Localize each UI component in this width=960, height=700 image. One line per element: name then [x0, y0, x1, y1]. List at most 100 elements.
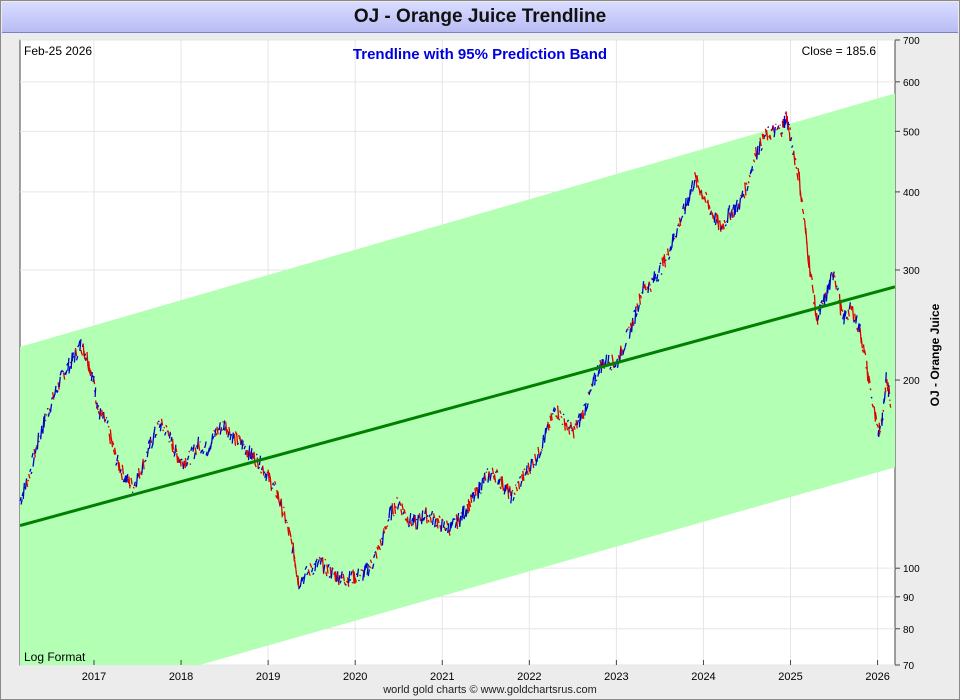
- price-segment: [317, 559, 320, 564]
- price-segment: [352, 569, 355, 584]
- price-segment: [787, 125, 790, 132]
- price-segment: [403, 509, 406, 514]
- price-segment: [245, 451, 249, 458]
- price-segment: [722, 223, 725, 230]
- price-segment: [170, 436, 173, 442]
- price-segment: [513, 492, 516, 496]
- price-segment: [799, 190, 803, 203]
- price-segment: [255, 453, 258, 456]
- price-segment: [193, 452, 196, 460]
- price-segment: [111, 441, 115, 446]
- price-segment: [592, 372, 596, 381]
- price-segment: [34, 447, 37, 454]
- price-segment: [583, 403, 586, 407]
- price-segment: [812, 301, 816, 305]
- price-segment: [171, 438, 174, 450]
- price-segment: [526, 470, 529, 476]
- price-segment: [205, 451, 208, 456]
- price-segment: [19, 496, 22, 502]
- price-segment: [311, 567, 314, 573]
- price-segment: [117, 460, 120, 471]
- price-segment: [185, 462, 189, 467]
- price-segment: [289, 531, 292, 538]
- price-segment: [682, 203, 685, 210]
- y-tick-label: 90: [903, 593, 915, 604]
- price-segment: [99, 412, 103, 417]
- price-segment: [555, 415, 559, 420]
- price-segment: [493, 474, 497, 483]
- price-segment: [789, 137, 793, 142]
- price-segment: [530, 458, 534, 463]
- price-segment: [144, 459, 147, 462]
- price-segment: [455, 514, 459, 530]
- price-segment: [391, 503, 394, 515]
- price-segment: [192, 444, 195, 452]
- price-segment: [468, 501, 472, 508]
- price-segment: [201, 449, 204, 453]
- price-segment: [46, 407, 49, 410]
- price-segment: [789, 127, 792, 130]
- price-segment: [460, 512, 463, 514]
- price-segment: [805, 227, 808, 244]
- price-segment: [549, 415, 552, 422]
- price-segment: [638, 293, 641, 305]
- price-segment: [89, 367, 92, 377]
- price-segment: [71, 352, 74, 362]
- price-segment: [92, 375, 95, 383]
- price-segment: [22, 482, 26, 500]
- price-segment: [194, 447, 197, 455]
- price-segment: [801, 208, 805, 215]
- price-segment: [780, 132, 783, 138]
- price-segment: [315, 558, 318, 563]
- price-segment: [336, 571, 339, 582]
- x-axis-ticks: 2017 2018 2019 2020 2021 2022 2023 2024 2025 2026: [82, 660, 890, 683]
- price-segment: [84, 353, 87, 356]
- price-segment: [435, 524, 438, 527]
- price-segment: [345, 580, 349, 584]
- price-segment: [857, 323, 860, 331]
- price-segment: [836, 287, 840, 291]
- price-segment: [621, 349, 624, 354]
- price-segment: [574, 423, 577, 426]
- price-segment: [465, 509, 468, 517]
- price-segment: [78, 340, 81, 346]
- price-segment: [179, 459, 182, 467]
- price-segment: [517, 480, 521, 490]
- price-segment: [735, 199, 738, 206]
- price-segment: [342, 573, 345, 582]
- price-segment: [604, 354, 608, 366]
- price-segment: [349, 578, 352, 582]
- price-segment: [294, 563, 297, 570]
- price-segment: [490, 472, 493, 475]
- price-segment: [886, 378, 889, 387]
- price-segment: [632, 319, 635, 327]
- price-segment: [425, 507, 428, 524]
- price-segment: [74, 347, 78, 357]
- price-segment: [861, 349, 865, 353]
- price-segment: [293, 555, 296, 560]
- price-segment: [723, 219, 726, 224]
- price-segment: [304, 565, 308, 570]
- price-segment: [695, 176, 698, 188]
- price-segment: [163, 426, 166, 429]
- price-segment: [156, 422, 159, 425]
- price-segment: [89, 369, 93, 375]
- price-segment: [855, 315, 858, 324]
- price-segment: [218, 422, 221, 430]
- price-segment: [832, 271, 835, 281]
- price-segment: [75, 355, 79, 361]
- price-segment: [760, 148, 763, 152]
- price-segment: [572, 427, 575, 439]
- price-segment: [240, 439, 243, 446]
- price-segment: [67, 357, 70, 371]
- price-segment: [573, 425, 576, 430]
- price-segment: [806, 241, 809, 260]
- price-segment: [768, 135, 771, 139]
- price-segment: [127, 478, 130, 484]
- x-tick-label: 2023: [604, 671, 628, 683]
- price-segment: [783, 119, 786, 128]
- price-segment: [765, 130, 769, 141]
- price-segment: [885, 372, 887, 383]
- price-segment: [529, 458, 533, 472]
- price-segment: [881, 418, 884, 421]
